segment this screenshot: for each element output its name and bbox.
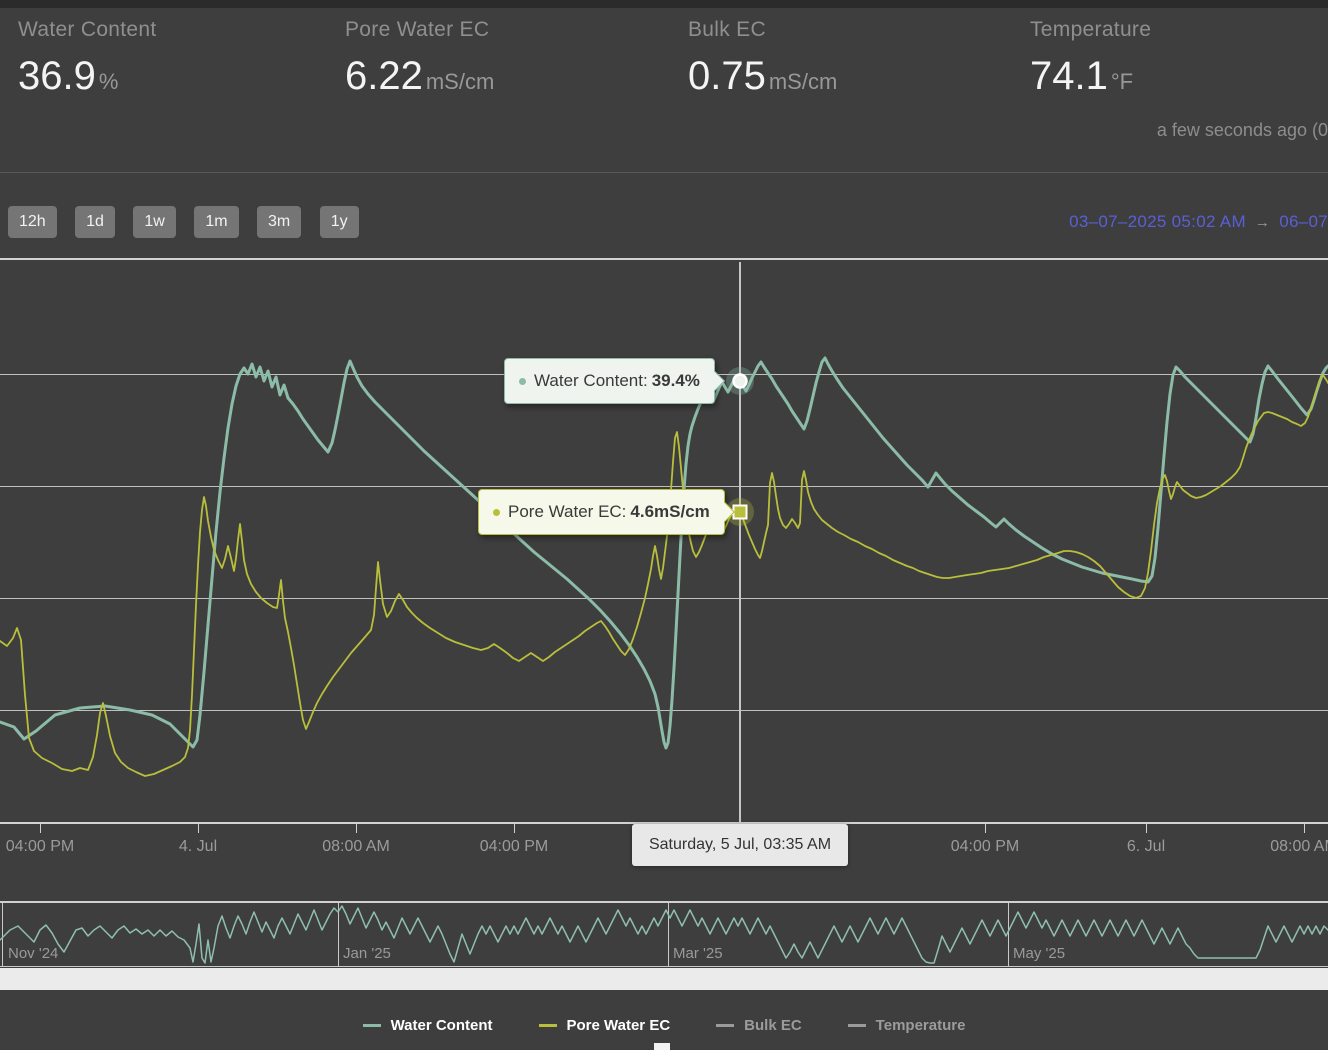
range-button-1d[interactable]: 1d: [75, 206, 115, 238]
legend-item-bulk-ec[interactable]: Bulk EC: [716, 1017, 802, 1034]
gridline: [0, 710, 1328, 711]
range-button-1m[interactable]: 1m: [194, 206, 239, 238]
legend-dash-icon: [538, 1024, 557, 1027]
metric-unit: %: [98, 69, 119, 94]
tooltip-label: Pore Water EC:: [508, 502, 627, 521]
navigator-gridline: [668, 903, 669, 966]
legend-dash-icon: [847, 1024, 866, 1027]
legend-item-water-content[interactable]: Water Content: [362, 1017, 493, 1034]
x-axis-line: [0, 822, 1328, 824]
navigator-plot: [0, 905, 1328, 964]
scrollbar[interactable]: [0, 968, 1328, 990]
gridline: [0, 598, 1328, 599]
x-tick: [356, 824, 357, 833]
x-tick: [40, 824, 41, 833]
date-range-picker[interactable]: 03–07–2025 05:02 AM → 06–07: [1069, 212, 1328, 232]
metric-label: Water Content: [18, 18, 157, 41]
legend-dash-icon: [362, 1024, 381, 1027]
metric-label: Bulk EC: [688, 18, 766, 41]
legend-label: Pore Water EC: [566, 1017, 671, 1034]
tooltip-pore-water-ec: Pore Water EC: 4.6mS/cm: [478, 489, 735, 535]
x-tick: [198, 824, 199, 833]
metric-bulk-ec: Bulk EC 0.75 mS/cm: [688, 18, 837, 99]
top-strip: [0, 0, 1328, 8]
metric-label: Temperature: [1030, 18, 1152, 41]
legend-label: Temperature: [875, 1017, 966, 1034]
tooltip-label: Water Content:: [534, 371, 648, 390]
range-button-12h[interactable]: 12h: [8, 206, 57, 238]
navigator-month-label: Nov '24: [8, 945, 59, 962]
legend-item-temperature[interactable]: Temperature: [847, 1017, 966, 1034]
crosshair-line: [739, 262, 741, 822]
metric-label: Pore Water EC: [345, 18, 490, 41]
metric-unit: mS/cm: [425, 69, 495, 94]
metric-unit: mS/cm: [768, 69, 838, 94]
date-range-end: 06–07: [1279, 212, 1328, 231]
metric-unit: °F: [1110, 69, 1134, 94]
range-button-1w[interactable]: 1w: [133, 206, 176, 238]
x-axis-label: 6. Jul: [1126, 838, 1166, 855]
arrow-right-icon: →: [1254, 214, 1271, 231]
x-axis-label: 4. Jul: [178, 838, 218, 855]
hover-marker: [732, 504, 748, 520]
last-updated-text: a few seconds ago (0: [1156, 120, 1328, 140]
range-button-3m[interactable]: 3m: [257, 206, 302, 238]
header-divider: [0, 172, 1328, 173]
tooltip-value: 39.4%: [651, 371, 700, 390]
main-chart[interactable]: 04:00 PM 4. Jul 08:00 AM 04:00 PM 04:00 PM 6.…: [0, 258, 1328, 870]
legend-label: Water Content: [390, 1017, 493, 1034]
metric-value: 74.1: [1030, 54, 1108, 98]
gridline: [0, 486, 1328, 487]
range-selector: 12h 1d 1w 1m 3m 1y: [8, 206, 373, 238]
tooltip-water-content: Water Content: 39.4%: [504, 358, 725, 404]
x-axis-label: 04:00 PM: [479, 838, 549, 855]
date-range-start: 03–07–2025 05:02 AM: [1069, 212, 1246, 231]
crosshair-date-label: Saturday, 5 Jul, 03:35 AM: [632, 824, 848, 866]
navigator-month-label: May '25: [1013, 945, 1066, 962]
navigator[interactable]: Nov '24 Jan '25 Mar '25 May '25: [0, 901, 1328, 967]
metric-value: 0.75: [688, 54, 766, 98]
hover-marker: [732, 373, 748, 389]
legend: Water Content Pore Water EC Bulk EC Tempera…: [0, 1017, 1328, 1034]
navigator-gridline: [2, 903, 3, 966]
series-dot-icon: [493, 508, 500, 516]
x-tick: [985, 824, 986, 833]
series-plot: [0, 356, 1328, 777]
x-axis-label: 04:00 PM: [5, 838, 75, 855]
series-dot-icon: [519, 377, 526, 385]
metric-temperature: Temperature 74.1 °F: [1030, 18, 1151, 99]
metric-value: 6.22: [345, 54, 423, 98]
legend-dash-icon: [716, 1024, 735, 1027]
navigator-gridline: [338, 903, 339, 966]
x-axis-label: 08:00 AM: [1270, 838, 1328, 855]
legend-label: Bulk EC: [744, 1017, 802, 1034]
crosshair-date-text: Saturday, 5 Jul, 03:35 AM: [648, 836, 832, 853]
chart-top-border: [0, 258, 1328, 260]
x-axis-label: 04:00 PM: [950, 838, 1020, 855]
x-tick: [514, 824, 515, 833]
metric-value: 36.9: [18, 54, 96, 98]
navigator-gridline: [1008, 903, 1009, 966]
navigator-month-label: Mar '25: [673, 945, 723, 962]
x-tick: [1146, 824, 1147, 833]
navigator-month-label: Jan '25: [343, 945, 391, 962]
tooltip-value: 4.6mS/cm: [630, 502, 710, 521]
x-tick: [1304, 824, 1305, 833]
metric-water-content: Water Content 36.9 %: [18, 18, 157, 99]
bottom-fragment: [654, 1043, 670, 1050]
legend-item-pore-water-ec[interactable]: Pore Water EC: [538, 1017, 671, 1034]
x-axis-label: 08:00 AM: [322, 838, 390, 855]
range-button-1y[interactable]: 1y: [319, 206, 359, 238]
metric-pore-water-ec: Pore Water EC 6.22 mS/cm: [345, 18, 494, 99]
